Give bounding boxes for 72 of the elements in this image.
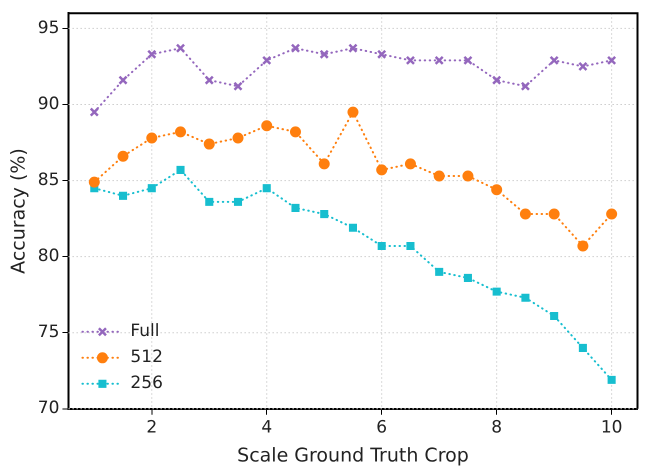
x-tick-label: 2 [146,417,158,438]
point [578,344,587,352]
y-axis-title: Accuracy (%) [7,148,30,274]
point [435,268,444,276]
point [233,81,243,92]
point [262,184,271,192]
point [119,192,128,200]
point [291,204,300,212]
point [608,376,616,384]
point [462,170,474,182]
y-tick-label: 95 [38,18,60,38]
y-tick-label: 75 [38,322,60,342]
point [550,312,558,320]
point [577,240,588,252]
point [118,150,129,162]
point [578,62,588,72]
point [204,138,215,150]
point [406,56,416,66]
y-tick-label: 70 [38,398,60,418]
point [606,208,618,220]
legend-label: 512 [130,347,163,368]
x-tick-label: 10 [600,417,622,438]
point [347,106,358,118]
point [434,170,445,182]
point [204,75,214,85]
point [376,164,388,176]
y-tick-label: 85 [38,170,60,190]
point [290,43,300,53]
point [146,132,158,144]
point [261,120,272,132]
point [175,126,186,138]
x-tick-label: 8 [491,417,502,438]
x-tick-label: 6 [376,417,388,438]
point [376,49,386,60]
point [319,49,330,60]
legend-label: 256 [130,373,163,394]
point [232,132,244,144]
y-tick-label: 90 [38,94,60,114]
x-tick-label: 4 [261,417,272,438]
point [404,158,416,170]
legend-label: Full [130,321,160,342]
point [176,166,185,174]
point [205,198,214,206]
point [520,208,531,220]
point [148,184,156,192]
point [463,56,473,66]
point [176,43,186,53]
point [520,81,530,92]
point [348,43,358,53]
point [492,288,501,296]
point [549,56,559,66]
point [88,176,100,188]
y-tick-label: 80 [38,246,60,266]
point [146,49,157,60]
point [90,107,100,117]
point [606,56,616,66]
point [118,75,128,85]
point [234,198,242,206]
point [348,224,357,232]
point [492,75,502,85]
point [464,274,472,282]
point [378,242,386,250]
point [320,210,328,218]
point [262,56,272,66]
point [434,56,444,66]
point [548,208,560,220]
x-axis-title: Scale Ground Truth Crop [237,444,469,467]
point [290,126,301,138]
point [491,184,502,196]
point [318,158,330,170]
point [521,294,530,302]
point [406,242,414,250]
